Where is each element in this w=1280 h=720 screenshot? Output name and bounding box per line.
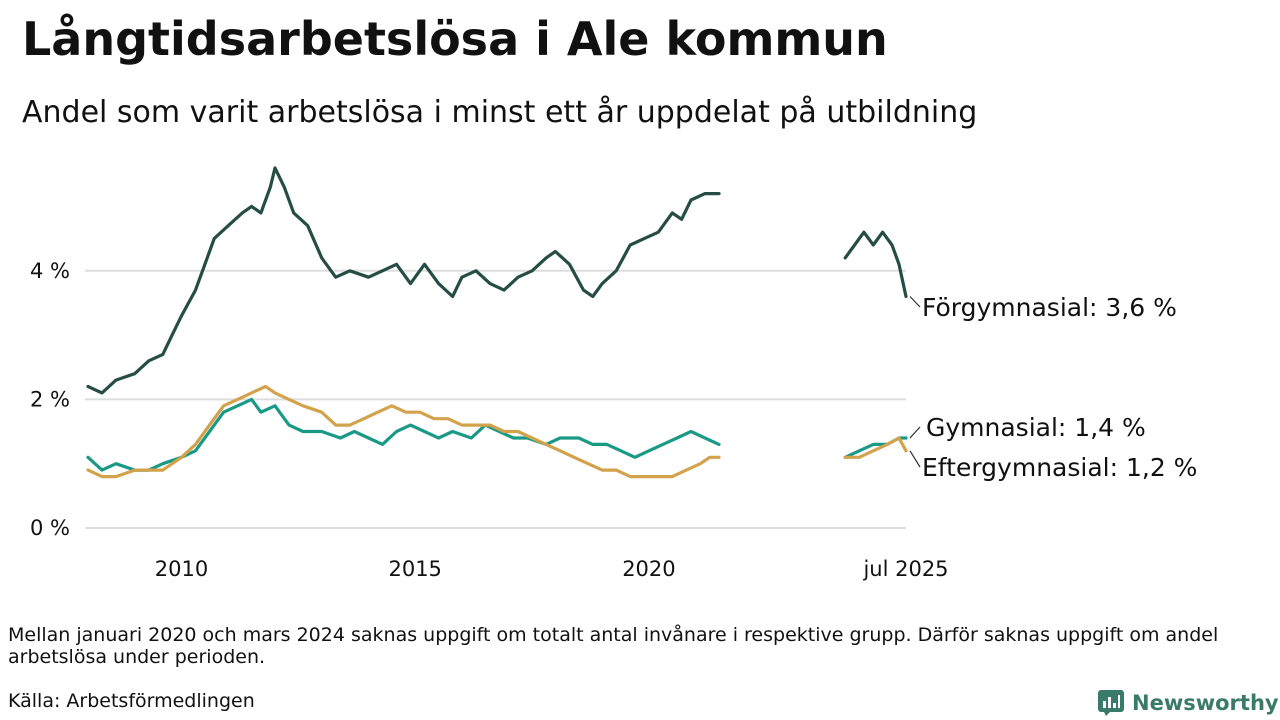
x-tick-label: jul 2025 [862,557,948,581]
series-lines [86,166,908,479]
x-axis-tick-labels: 2010 2015 2020 jul 2025 [155,557,949,581]
chart-subtitle: Andel som varit arbetslösa i minst ett å… [22,95,978,130]
y-axis-tick-labels: 0 % 2 % 4 % [30,259,70,540]
end-label-forgymnasial: Förgymnasial: 3,6 % [922,293,1177,322]
series-line-forgymnasial-2 [843,230,908,299]
newsworthy-logo-icon [1098,690,1124,716]
series-line-forgymnasial-1 [86,166,721,395]
leader-line-forgymnasial [909,296,921,308]
chart-title: Långtidsarbetslösa i Ale kommun [22,12,888,66]
brand-name: Newsworthy [1132,691,1279,715]
series-line-gymnasial-1 [86,397,721,472]
x-tick-label: 2020 [622,557,675,581]
end-label-gymnasial: Gymnasial: 1,4 % [926,413,1146,442]
y-tick-label: 4 % [30,259,70,283]
end-label-eftergymnasial: Eftergymnasial: 1,2 % [922,453,1197,482]
series-line-eftergymnasial-1 [86,384,721,479]
x-tick-label: 2015 [388,557,441,581]
series-end-labels: Förgymnasial: 3,6 % Gymnasial: 1,4 % Efter… [909,293,1197,482]
brand-logo: Newsworthy [1098,686,1279,720]
grid-lines [85,269,906,529]
series-line-eftergymnasial-2 [843,436,908,459]
x-tick-label: 2010 [155,557,208,581]
leader-line-eftergymnasial [909,450,921,468]
y-tick-label: 0 % [30,516,70,540]
y-tick-label: 2 % [30,387,70,411]
source-credit: Källa: Arbetsförmedlingen [8,690,255,712]
line-chart: 0 % 2 % 4 % 2010 2015 2020 jul 2025 Förgymnas… [30,166,1197,581]
footnote: Mellan januari 2020 och mars 2024 saknas… [8,624,1219,668]
leader-line-gymnasial [909,426,921,439]
